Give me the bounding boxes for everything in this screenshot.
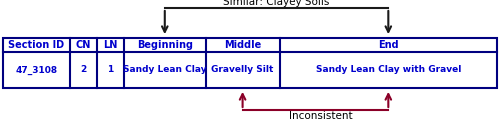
Bar xyxy=(3,38,497,88)
Text: Middle: Middle xyxy=(224,40,261,50)
Text: Sandy Lean Clay with Gravel: Sandy Lean Clay with Gravel xyxy=(316,65,461,75)
Text: Section ID: Section ID xyxy=(8,40,64,50)
Text: 2: 2 xyxy=(80,65,86,75)
Text: CN: CN xyxy=(76,40,91,50)
Text: 47_3108: 47_3108 xyxy=(16,65,58,75)
Text: End: End xyxy=(378,40,398,50)
Text: Sandy Lean Clay: Sandy Lean Clay xyxy=(123,65,206,75)
Text: 1: 1 xyxy=(108,65,114,75)
Text: Beginning: Beginning xyxy=(137,40,193,50)
Text: Gravelly Silt: Gravelly Silt xyxy=(212,65,274,75)
Text: Inconsistent: Inconsistent xyxy=(288,111,352,121)
Text: LN: LN xyxy=(104,40,118,50)
Text: Similar: Clayey Soils: Similar: Clayey Soils xyxy=(224,0,330,7)
